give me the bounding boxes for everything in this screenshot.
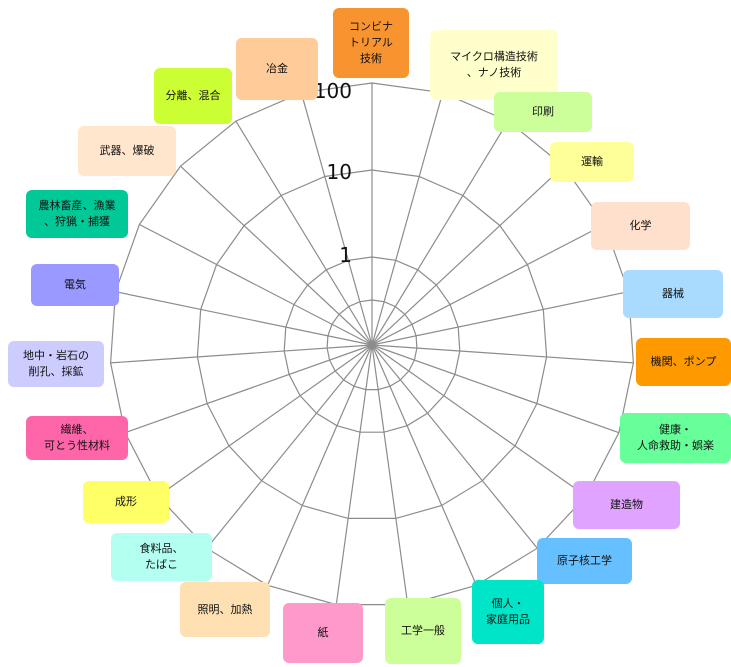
category-label: 農林畜産、漁業 、狩猟・捕獲	[26, 190, 128, 238]
spoke-line	[371, 344, 477, 586]
category-label: 電気	[31, 264, 119, 306]
category-label: 成形	[83, 481, 169, 523]
spoke-line	[124, 344, 373, 434]
category-label: 建造物	[573, 481, 680, 529]
spoke-line	[300, 92, 373, 346]
spoke-line	[139, 223, 373, 346]
category-label: 繊維、 可とう性材料	[26, 416, 128, 460]
spoke-line	[267, 344, 373, 586]
spoke-line	[110, 344, 373, 364]
category-label: マイクロ構造技術 、ナノ技術	[430, 30, 558, 100]
grid-ring-2	[283, 256, 461, 433]
category-label: 化学	[591, 202, 690, 250]
tick-label: 1	[339, 243, 352, 267]
grid-ring-1	[326, 299, 418, 391]
spoke-line	[371, 344, 634, 364]
category-label: コンビナ トリアル 技術	[333, 8, 409, 78]
spoke-line	[371, 120, 509, 346]
spoke-line	[371, 165, 564, 346]
category-label: 紙	[283, 603, 363, 663]
category-label: 機関、ポンプ	[636, 338, 731, 386]
spoke-line	[115, 291, 373, 346]
category-label: 運輸	[550, 142, 634, 182]
category-label: 照明、加熱	[180, 582, 270, 637]
spoke-line	[335, 344, 373, 605]
tick-label: 10	[327, 160, 352, 184]
spoke-line	[157, 344, 373, 497]
spoke-line	[180, 165, 373, 346]
category-label: 個人・ 家庭用品	[472, 580, 544, 644]
category-label: 器械	[623, 270, 723, 318]
spoke-line	[371, 344, 409, 605]
spoke-line	[371, 223, 605, 346]
tick-label: 100	[314, 79, 352, 103]
category-label: 印刷	[494, 92, 592, 132]
spoke-line	[371, 344, 620, 434]
spoke-line	[371, 344, 538, 549]
spoke-line	[371, 344, 587, 497]
category-label: 工学一般	[385, 598, 461, 664]
spoke-line	[371, 92, 444, 346]
spoke-line	[235, 120, 373, 346]
spoke-line	[206, 344, 373, 549]
grid-ring-3	[196, 169, 548, 520]
category-label: 原子核工学	[537, 538, 632, 584]
category-label: 健康・ 人命救助・娯楽	[620, 413, 731, 463]
category-label: 地中・岩石の 削孔、採鉱	[8, 341, 104, 387]
category-label: 食料品、 たばこ	[111, 533, 212, 581]
spoke-line	[371, 291, 629, 346]
category-label: 冶金	[236, 38, 318, 100]
category-label: 武器、爆破	[78, 126, 176, 176]
category-label: 分離、混合	[154, 68, 232, 124]
